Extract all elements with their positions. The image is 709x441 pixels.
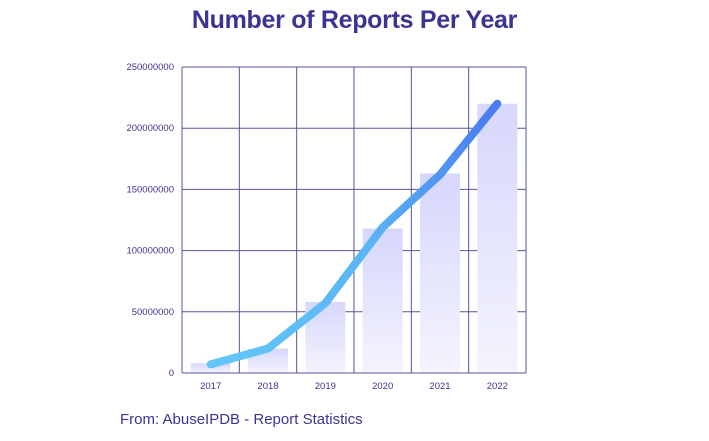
axes: 0 50000000 100000000 150000000 200000000 2500…: [126, 62, 526, 392]
trend-line: [206, 99, 502, 369]
x-tick-label: 2019: [315, 381, 336, 392]
y-tick-label: 100000000: [126, 246, 174, 257]
x-tick-label: 2021: [429, 381, 450, 392]
y-tick-label: 200000000: [126, 123, 174, 134]
x-tick-label: 2017: [200, 381, 221, 392]
chart-title: Number of Reports Per Year: [191, 6, 518, 34]
trend-line-path: [206, 99, 502, 369]
y-tick-label: 150000000: [126, 184, 174, 195]
y-tick-label: 50000000: [132, 307, 174, 318]
x-tick-label: 2018: [257, 381, 278, 392]
y-tick-label: 250000000: [126, 62, 174, 73]
x-tick-label: 2020: [372, 381, 393, 392]
grid: [181, 66, 527, 373]
bar-2022: [477, 103, 518, 373]
bar-2021: [420, 173, 460, 373]
y-tick-label: 0: [169, 368, 174, 379]
x-tick-label: 2022: [487, 381, 508, 392]
bars: [190, 103, 518, 373]
source-note: From: AbuseIPDB - Report Statistics: [120, 411, 363, 428]
bar-2020: [362, 228, 403, 373]
